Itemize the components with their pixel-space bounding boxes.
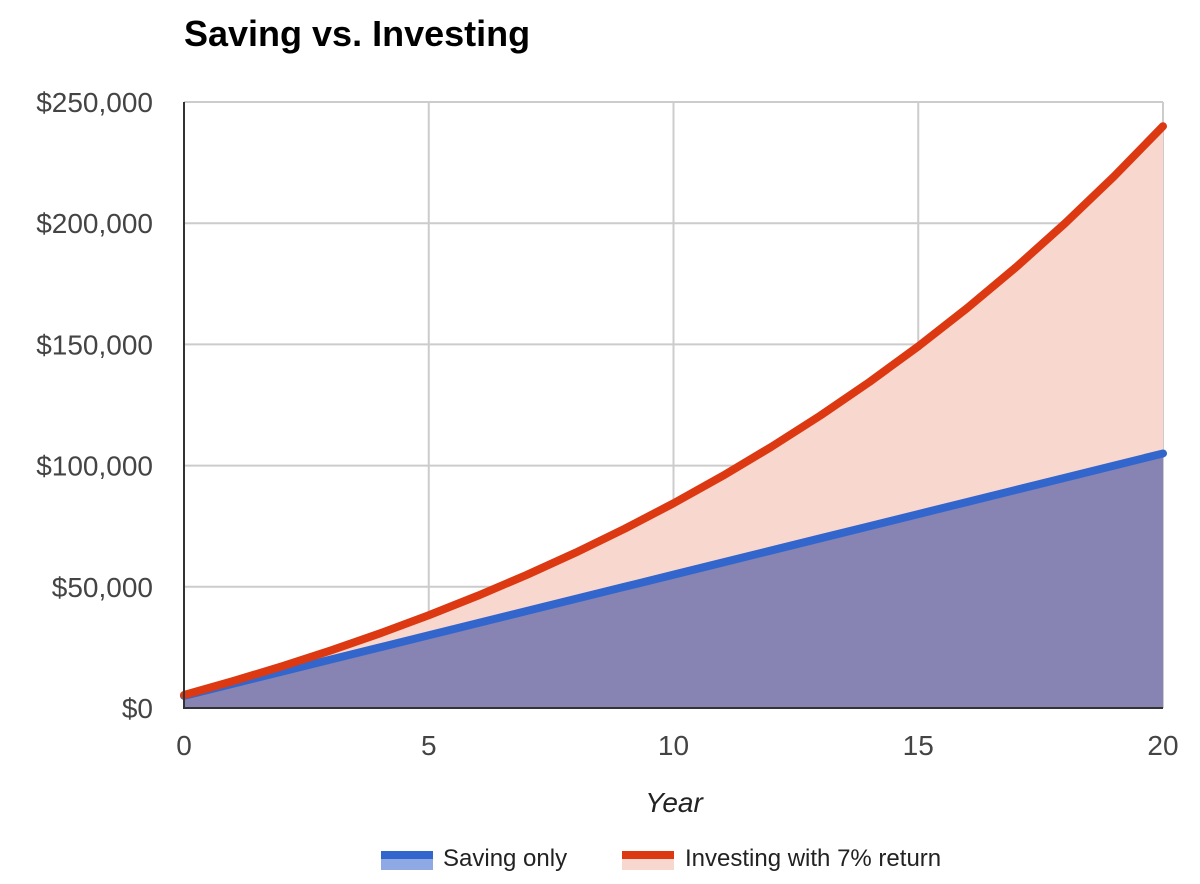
legend-label: Investing with 7% return — [685, 845, 941, 872]
y-tick-label: $250,000 — [36, 87, 153, 118]
axes — [183, 102, 1163, 709]
x-tick-label: 5 — [421, 730, 437, 761]
legend: Saving only Investing with 7% return — [381, 845, 941, 872]
y-tick-label: $50,000 — [52, 572, 153, 603]
y-tick-label: $100,000 — [36, 451, 153, 482]
x-axis-title: Year — [645, 787, 704, 818]
legend-swatch-line — [381, 851, 433, 859]
y-tick-labels: $0 $50,000 $100,000 $150,000 $200,000 $250,00… — [36, 87, 153, 724]
chart-title: Saving vs. Investing — [184, 13, 530, 54]
y-tick-label: $150,000 — [36, 329, 153, 360]
x-tick-label: 10 — [658, 730, 689, 761]
x-tick-label: 20 — [1147, 730, 1178, 761]
legend-swatch-line — [622, 851, 674, 859]
saving-only-line — [180, 449, 1167, 700]
investing-line — [180, 122, 1167, 700]
x-tick-label: 0 — [176, 730, 192, 761]
x-tick-label: 15 — [903, 730, 934, 761]
legend-label: Saving only — [443, 845, 567, 872]
y-tick-label: $200,000 — [36, 208, 153, 239]
series-lines — [180, 122, 1167, 700]
x-tick-labels: 0 5 10 15 20 — [176, 730, 1178, 761]
y-tick-label: $0 — [122, 693, 153, 724]
